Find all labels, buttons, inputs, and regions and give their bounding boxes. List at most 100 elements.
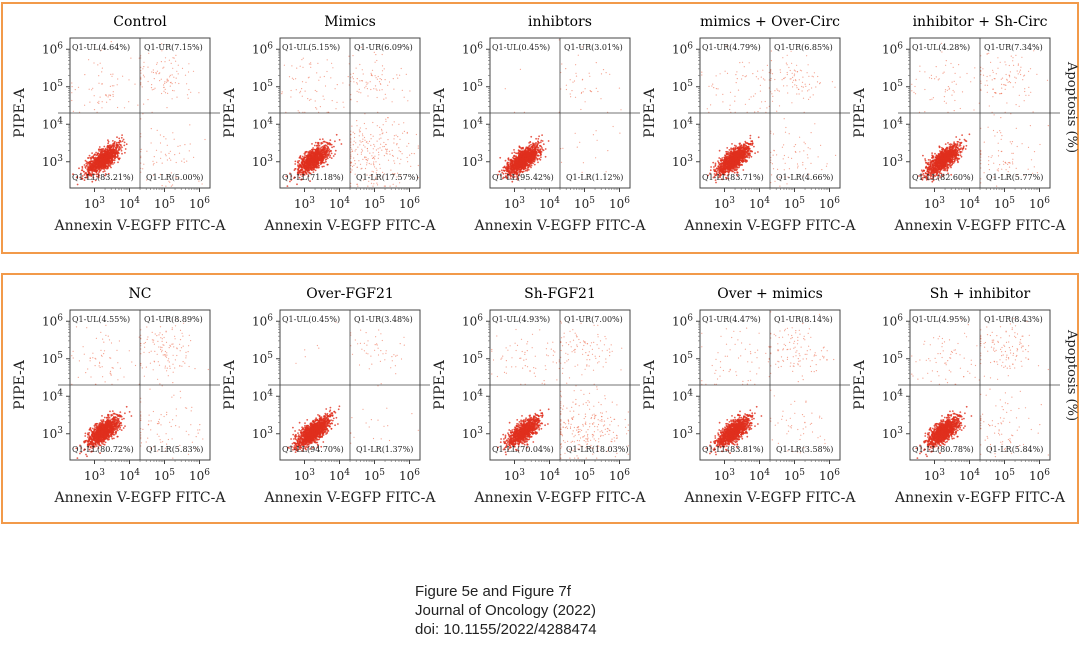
x-tick-label: 104 (119, 468, 140, 483)
quadrant-label-ur: Q1-UR(6.85%) (774, 43, 833, 52)
scatter-plot-5: inhibitor + Sh-Circ Q1-UL(4.28%) Q1-UR(7.3… (852, 14, 1066, 234)
y-tick-label: 104 (672, 388, 693, 403)
x-tick-label: 105 (154, 468, 175, 483)
y-axis-label: PIPE-A (432, 359, 448, 410)
quadrant-label-ll: Q1-LL(83.71%) (702, 173, 764, 182)
quadrant-label-ll: Q1-LL(80.72%) (72, 445, 134, 454)
quadrant-label-ur: Q1-UR(7.15%) (144, 43, 203, 52)
x-tick-label: 106 (609, 468, 630, 483)
quadrant-label-ur: Q1-UR(7.00%) (564, 315, 623, 324)
x-tick-label: 105 (364, 196, 385, 211)
y-tick-label: 105 (42, 79, 63, 94)
x-tick-label: 106 (819, 468, 840, 483)
plot-title: Over + mimics (717, 286, 823, 302)
y-tick-label: 106 (42, 41, 63, 56)
x-tick-label: 103 (924, 468, 945, 483)
quadrant-label-lr: Q1-LR(5.00%) (146, 173, 203, 182)
x-tick-label: 104 (749, 468, 770, 483)
y-tick-label: 103 (252, 426, 273, 441)
quadrant-label-ll: Q1-LL(82.60%) (912, 173, 974, 182)
x-tick-label: 105 (574, 196, 595, 211)
plot-title: Control (113, 14, 167, 30)
x-tick-label: 103 (714, 196, 735, 211)
x-tick-label: 105 (784, 196, 805, 211)
y-tick-label: 106 (672, 41, 693, 56)
y-tick-label: 105 (462, 351, 483, 366)
plot-title: Sh-FGF21 (524, 286, 596, 302)
x-tick-label: 103 (924, 196, 945, 211)
scatter-points (287, 321, 419, 453)
x-tick-label: 106 (819, 196, 840, 211)
x-axis-label: Annexin V-EGFP FITC-A (684, 218, 857, 234)
y-tick-label: 105 (672, 79, 693, 94)
y-tick-label: 103 (462, 154, 483, 169)
x-tick-label: 104 (329, 196, 350, 211)
quadrant-label-lr: Q1-LR(5.77%) (986, 173, 1043, 182)
y-tick-label: 103 (882, 426, 903, 441)
quadrant-label-ul: Q1-UL(4.28%) (912, 43, 970, 52)
y-tick-label: 105 (672, 351, 693, 366)
y-tick-label: 104 (672, 116, 693, 131)
x-axis-label: Annexin V-EGFP FITC-A (894, 218, 1067, 234)
y-tick-label: 105 (882, 351, 903, 366)
scatter-points (701, 311, 835, 456)
quadrant-label-ur: Q1-UR(3.01%) (564, 43, 623, 52)
panel-box-figure-5e (1, 2, 1079, 254)
scatter-plot-2: Mimics Q1-UL(5.15%) Q1-UR(6.09%) Q1-LL(71.1… (222, 14, 436, 234)
y-tick-label: 105 (252, 79, 273, 94)
scatter-points (497, 39, 622, 183)
quadrant-label-ll: Q1-LL(83.81%) (702, 445, 764, 454)
scatter-plot-3: inhibtors Q1-UL(0.45%) Q1-UR(3.01%) Q1-LL(9… (432, 14, 646, 234)
y-tick-label: 105 (252, 351, 273, 366)
plot-title: NC (129, 286, 152, 302)
y-tick-label: 106 (42, 313, 63, 328)
x-tick-label: 104 (539, 196, 560, 211)
x-tick-label: 103 (294, 468, 315, 483)
scatter-plot-9: Over + mimics Q1-UR(4.47%) Q1-UR(8.14%) Q1-… (642, 286, 856, 506)
y-tick-label: 104 (462, 388, 483, 403)
scatter-plot-8: Sh-FGF21 Q1-UL(4.93%) Q1-UR(7.00%) Q1-LL(70… (432, 286, 646, 506)
x-tick-label: 106 (1029, 468, 1050, 483)
scatter-points (911, 42, 1049, 187)
y-tick-label: 104 (42, 116, 63, 131)
caption-line-3: doi: 10.1155/2022/4288474 (415, 621, 597, 638)
scatter-points (491, 320, 629, 459)
x-axis-label: Annexin V-EGFP FITC-A (264, 490, 437, 506)
scatter-plot-6: NC Q1-UL(4.55%) Q1-UR(8.89%) Q1-LL(80.72%) Q… (12, 286, 226, 506)
y-axis-label: PIPE-A (222, 359, 238, 410)
x-axis-label: Annexin V-EGFP FITC-A (264, 218, 437, 234)
quadrant-label-ul: Q1-UR(4.47%) (702, 315, 761, 324)
y-tick-label: 103 (672, 426, 693, 441)
quadrant-label-ll: Q1-LL(95.42%) (492, 173, 554, 182)
y-axis-label: PIPE-A (222, 87, 238, 138)
quadrant-label-ul: Q1-UR(4.79%) (702, 43, 761, 52)
y-tick-label: 103 (672, 154, 693, 169)
y-tick-label: 104 (882, 116, 903, 131)
y-tick-label: 106 (882, 313, 903, 328)
quadrant-label-ur: Q1-UR(8.14%) (774, 315, 833, 324)
quadrant-label-ul: Q1-UL(4.55%) (72, 315, 130, 324)
y-tick-label: 104 (252, 116, 273, 131)
y-tick-label: 106 (252, 313, 273, 328)
x-tick-label: 103 (504, 196, 525, 211)
x-tick-label: 106 (189, 468, 210, 483)
y-tick-label: 105 (42, 351, 63, 366)
plot-title: Sh + inhibitor (930, 286, 1031, 302)
quadrant-label-ur: Q1-UR(7.34%) (984, 43, 1043, 52)
x-tick-label: 105 (994, 468, 1015, 483)
x-tick-label: 104 (329, 468, 350, 483)
x-axis-label: Annexin V-EGFP FITC-A (474, 490, 647, 506)
y-axis-label: PIPE-A (852, 359, 868, 410)
x-axis-label: Annexin v-EGFP FITC-A (894, 490, 1066, 506)
y-tick-label: 106 (462, 41, 483, 56)
scatter-plot-1: Control Q1-UL(4.64%) Q1-UR(7.15%) Q1-LL(83.… (12, 14, 226, 234)
quadrant-label-ul: Q1-UL(4.64%) (72, 43, 130, 52)
scatter-plot-10: Sh + inhibitor Q1-UL(4.95%) Q1-UR(8.43%) Q1… (852, 286, 1066, 506)
quadrant-label-ll: Q1-LL(83.21%) (72, 173, 134, 182)
y-tick-label: 104 (252, 388, 273, 403)
x-tick-label: 106 (189, 196, 210, 211)
x-tick-label: 106 (609, 196, 630, 211)
quadrant-label-ul: Q1-UL(5.15%) (282, 43, 340, 52)
plot-title: inhibitor + Sh-Circ (913, 14, 1048, 30)
